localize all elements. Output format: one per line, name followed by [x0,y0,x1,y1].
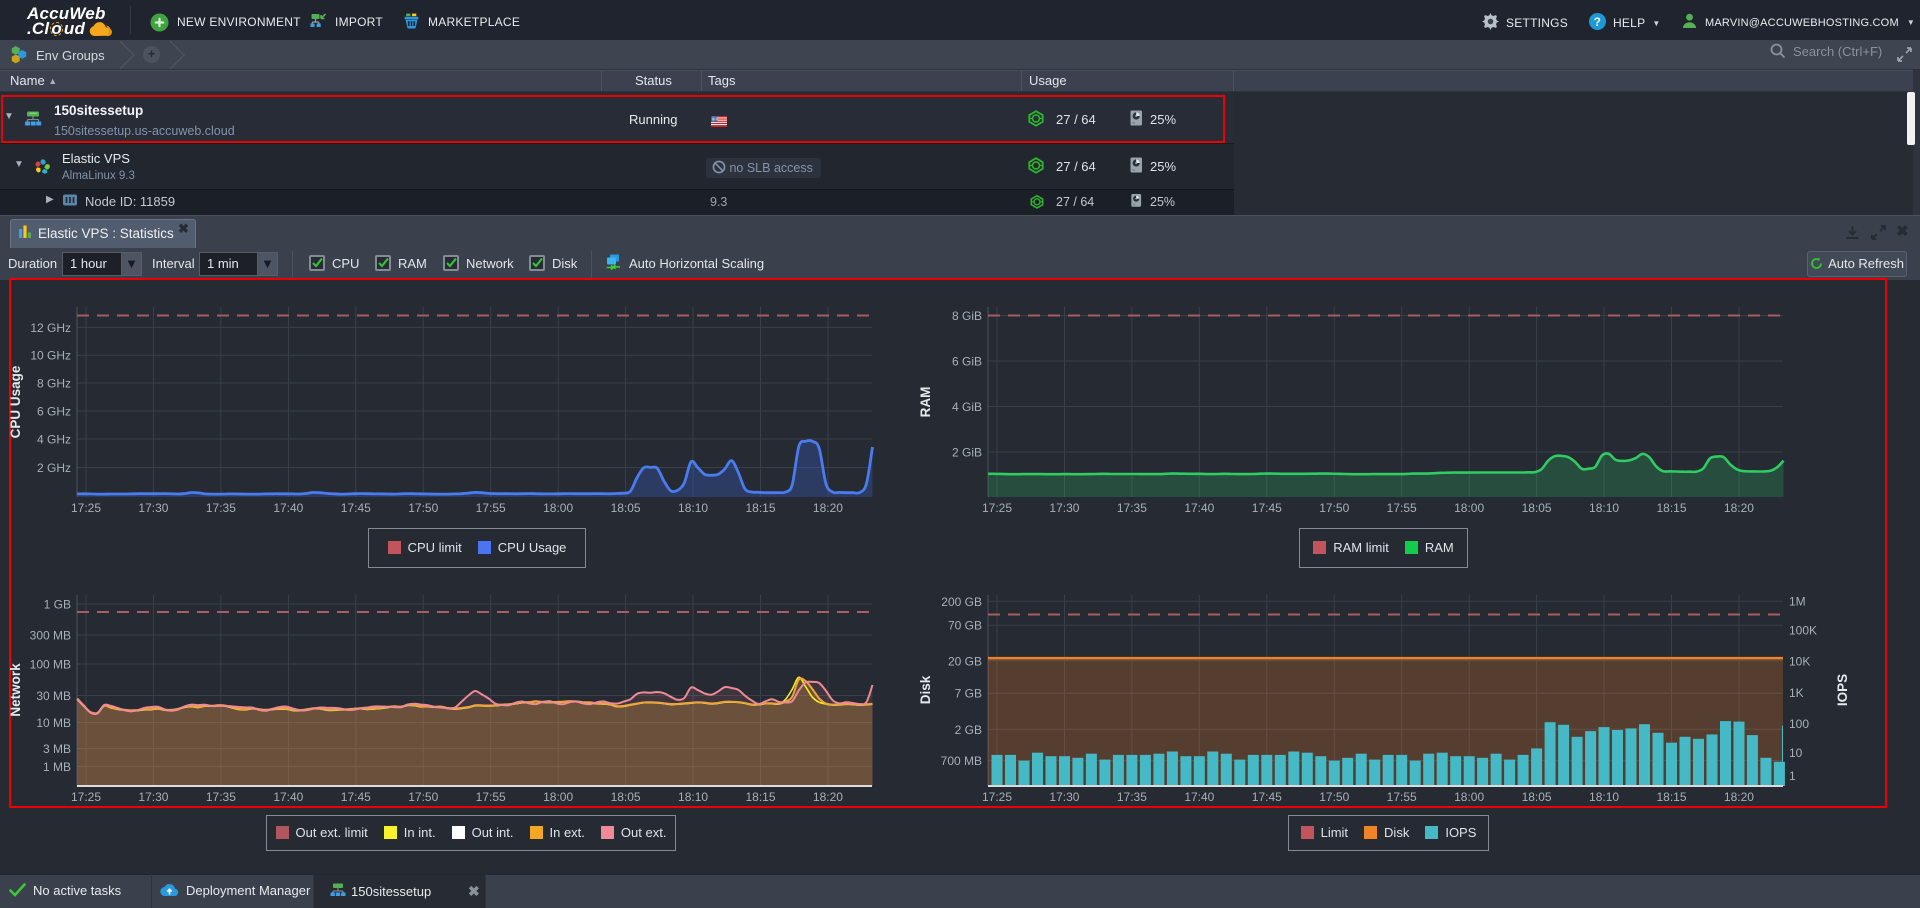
svg-text:17:25: 17:25 [71,501,101,515]
svg-text:17:45: 17:45 [341,501,371,515]
svg-text:3 MB: 3 MB [43,742,71,756]
svg-text:17:40: 17:40 [273,790,303,804]
svg-text:18:00: 18:00 [543,790,573,804]
svg-text:17:40: 17:40 [1184,501,1214,515]
svg-text:18:15: 18:15 [745,501,775,515]
svg-text:1 MB: 1 MB [43,760,71,774]
svg-text:12 GHz: 12 GHz [30,321,71,335]
svg-text:17:35: 17:35 [1117,790,1147,804]
svg-text:17:40: 17:40 [1184,790,1214,804]
svg-text:RAM: RAM [918,387,933,418]
svg-text:Disk: Disk [918,675,933,704]
svg-text:17:55: 17:55 [1387,790,1417,804]
svg-text:18:10: 18:10 [678,790,708,804]
svg-text:17:40: 17:40 [273,501,303,515]
svg-text:1M: 1M [1789,595,1806,609]
svg-text:18:10: 18:10 [1589,790,1619,804]
svg-text:17:55: 17:55 [1387,501,1417,515]
svg-text:IOPS: IOPS [1835,674,1850,706]
svg-text:700 MB: 700 MB [941,754,982,768]
svg-text:18:20: 18:20 [1724,790,1754,804]
svg-text:18:05: 18:05 [1522,501,1552,515]
svg-text:?: ? [1594,16,1601,29]
svg-text:CPU Usage: CPU Usage [8,365,23,438]
svg-text:10: 10 [1789,746,1803,760]
svg-text:17:35: 17:35 [206,790,236,804]
svg-text:17:25: 17:25 [982,501,1012,515]
svg-text:17:50: 17:50 [408,501,438,515]
svg-text:18:00: 18:00 [1454,501,1484,515]
svg-text:18:05: 18:05 [611,501,641,515]
svg-text:100: 100 [1789,717,1809,731]
svg-text:17:30: 17:30 [138,790,168,804]
svg-text:4 GHz: 4 GHz [37,433,71,447]
svg-text:2 GHz: 2 GHz [37,461,71,475]
svg-text:1 GB: 1 GB [44,598,71,612]
svg-text:17:30: 17:30 [1049,501,1079,515]
svg-text:1: 1 [1789,769,1796,783]
svg-text:18:10: 18:10 [678,501,708,515]
svg-text:20 GB: 20 GB [948,654,982,668]
svg-text:4 GiB: 4 GiB [952,400,982,414]
svg-text:18:05: 18:05 [611,790,641,804]
svg-text:17:30: 17:30 [138,501,168,515]
svg-text:8 GHz: 8 GHz [37,377,71,391]
svg-text:300 MB: 300 MB [30,629,71,643]
svg-text:17:50: 17:50 [1319,790,1349,804]
svg-text:7 GB: 7 GB [955,687,982,701]
svg-text:18:20: 18:20 [813,790,843,804]
svg-text:Network: Network [8,663,23,717]
svg-text:18:15: 18:15 [745,790,775,804]
svg-text:18:00: 18:00 [543,501,573,515]
svg-text:17:50: 17:50 [408,790,438,804]
svg-text:17:45: 17:45 [1252,790,1282,804]
svg-text:17:35: 17:35 [1117,501,1147,515]
svg-text:2 GiB: 2 GiB [952,446,982,460]
svg-text:17:35: 17:35 [206,501,236,515]
svg-text:70 GB: 70 GB [948,619,982,633]
svg-text:10K: 10K [1789,655,1810,669]
svg-text:8 GiB: 8 GiB [952,309,982,323]
svg-text:18:20: 18:20 [1724,501,1754,515]
svg-text:17:45: 17:45 [1252,501,1282,515]
svg-text:17:55: 17:55 [476,790,506,804]
svg-text:17:25: 17:25 [71,790,101,804]
svg-text:17:55: 17:55 [476,501,506,515]
svg-text:18:10: 18:10 [1589,501,1619,515]
svg-text:10 GHz: 10 GHz [30,349,71,363]
svg-text:18:20: 18:20 [813,501,843,515]
svg-text:18:05: 18:05 [1522,790,1552,804]
svg-text:100K: 100K [1789,624,1817,638]
svg-text:17:45: 17:45 [341,790,371,804]
svg-text:18:15: 18:15 [1656,790,1686,804]
svg-text:18:15: 18:15 [1656,501,1686,515]
svg-text:200 GB: 200 GB [941,595,982,609]
svg-text:6 GHz: 6 GHz [37,405,71,419]
svg-text:1K: 1K [1789,686,1804,700]
svg-text:2 GB: 2 GB [955,723,982,737]
svg-text:100 MB: 100 MB [30,658,71,672]
svg-text:17:50: 17:50 [1319,501,1349,515]
svg-text:17:30: 17:30 [1049,790,1079,804]
svg-text:17:25: 17:25 [982,790,1012,804]
svg-text:18:00: 18:00 [1454,790,1484,804]
svg-text:30 MB: 30 MB [36,689,71,703]
svg-text:6 GiB: 6 GiB [952,355,982,369]
svg-text:10 MB: 10 MB [36,716,71,730]
